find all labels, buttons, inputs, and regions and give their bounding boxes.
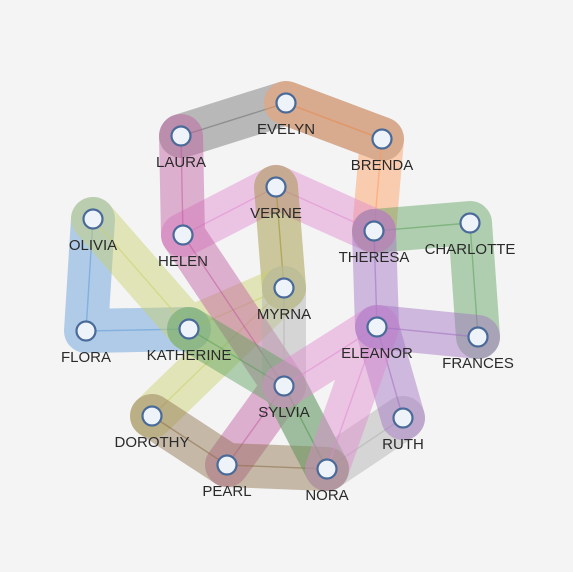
node-circle[interactable] [170,125,192,147]
node-myrna[interactable]: MYRNA [257,277,311,324]
node-circle[interactable] [273,375,295,397]
node-label: HELEN [158,253,208,270]
node-label: MYRNA [257,306,311,323]
node-label: VERNE [250,205,302,222]
node-label: FRANCES [442,355,514,372]
node-label: KATHERINE [147,347,232,364]
node-circle[interactable] [366,316,388,338]
node-katherine[interactable]: KATHERINE [147,318,232,365]
group-hull-verne-myrna [254,165,306,310]
node-circle[interactable] [75,320,97,342]
node-label: LAURA [156,154,206,171]
node-label: CHARLOTTE [425,241,516,258]
node-circle[interactable] [216,454,238,476]
group-hull-olivia-katherine-myrna-dorothy [71,197,306,438]
node-circle[interactable] [459,212,481,234]
node-label: RUTH [382,436,424,453]
node-circle[interactable] [316,458,338,480]
node-evelyn[interactable]: EVELYN [257,92,315,139]
node-label: BRENDA [351,157,414,174]
node-pearl[interactable]: PEARL [202,454,252,501]
node-label: EVELYN [257,121,315,138]
node-brenda[interactable]: BRENDA [351,128,414,175]
node-helen[interactable]: HELEN [158,224,208,271]
node-ruth[interactable]: RUTH [382,407,424,454]
node-label: PEARL [202,483,251,500]
node-circle[interactable] [178,318,200,340]
node-circle[interactable] [392,407,414,429]
node-label: SYLVIA [258,404,309,421]
node-laura[interactable]: LAURA [156,125,206,172]
node-circle[interactable] [82,208,104,230]
node-olivia[interactable]: OLIVIA [69,208,117,255]
node-sylvia[interactable]: SYLVIA [258,375,310,422]
node-label: DOROTHY [115,434,190,451]
node-flora[interactable]: FLORA [61,320,111,367]
node-label: OLIVIA [69,237,117,254]
node-verne[interactable]: VERNE [250,176,302,223]
node-label: ELEANOR [341,345,413,362]
group-hull-edge-laura-helen-sylvia-pearl [180,135,285,466]
node-circle[interactable] [141,405,163,427]
group-hull-edge-eleanor-frances [376,326,479,338]
node-circle[interactable] [363,220,385,242]
group-hull-edge-olivia-katherine-myrna-dorothy [92,218,285,417]
node-charlotte[interactable]: CHARLOTTE [425,212,516,259]
node-eleanor[interactable]: ELEANOR [341,316,413,363]
node-label: THERESA [339,249,410,266]
node-circle[interactable] [172,224,194,246]
node-circle[interactable] [371,128,393,150]
group-hull-eleanor-frances [355,305,500,359]
node-circle[interactable] [275,92,297,114]
node-circle[interactable] [467,326,489,348]
node-dorothy[interactable]: DOROTHY [115,405,190,452]
node-frances[interactable]: FRANCES [442,326,514,373]
group-hull-edge-verne-myrna [275,186,285,289]
node-nora[interactable]: NORA [305,458,349,505]
group-hull-laura-helen-sylvia-pearl [159,114,306,487]
node-circle[interactable] [273,277,295,299]
node-layer: EVELYN LAURA BRENDA VERNE OLIVIA HELEN THERESA… [61,92,516,505]
node-theresa[interactable]: THERESA [339,220,410,267]
node-circle[interactable] [265,176,287,198]
node-label: NORA [305,487,348,504]
node-label: FLORA [61,349,111,366]
